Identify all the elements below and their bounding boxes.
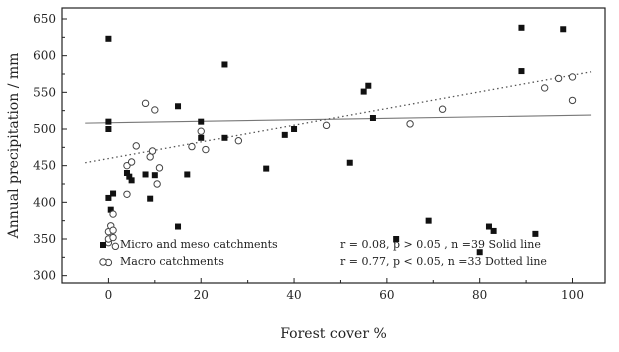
micro-meso-point (107, 206, 114, 213)
macro-point (109, 210, 117, 218)
trend-lines (85, 71, 592, 164)
macro-point (109, 226, 117, 234)
legend-marker-square (100, 242, 106, 248)
micro-meso-point (105, 126, 112, 132)
legend-series-name: Micro and meso catchments (120, 238, 278, 251)
micro-meso-point (346, 159, 353, 166)
macro-point (406, 120, 414, 128)
macro-point (123, 190, 131, 198)
micro-meso-point (105, 35, 112, 42)
micro-meso-point (198, 134, 205, 141)
axes: 0 20 40 60 80 100 300 350 400 450 500 550 600 650 (33, 7, 606, 302)
y-tick-label: 350 (33, 232, 56, 246)
y-tick-label: 650 (33, 12, 56, 26)
macro-point (438, 105, 447, 113)
macro-point (155, 164, 164, 172)
micro-meso-point (360, 88, 367, 95)
macro-point (554, 74, 563, 83)
x-tick-label: 40 (286, 288, 301, 302)
trend-line-dotted (85, 71, 592, 164)
y-tick-label: 450 (33, 159, 56, 173)
micro-meso-point (425, 217, 432, 224)
y-tick-label: 600 (33, 49, 56, 63)
macro-point (141, 99, 150, 108)
macro-point (202, 145, 210, 154)
macro-point (568, 73, 577, 81)
micro-meso-point (184, 171, 191, 178)
micro-meso-point (128, 177, 135, 184)
micro-meso-point (518, 68, 525, 75)
micro-meso-point (126, 173, 133, 180)
micro-meso-point (476, 249, 483, 256)
micro-meso-point (142, 171, 149, 178)
micro-meso-point (365, 82, 372, 89)
micro-meso-point (105, 118, 112, 125)
trend-line-solid (85, 114, 592, 124)
micro-meso-point (198, 118, 205, 125)
x-tick-label: 80 (472, 288, 487, 302)
macro-point (109, 233, 117, 242)
micro-meso-point (151, 172, 158, 179)
micro-meso-point (393, 236, 400, 242)
macro-point (568, 96, 577, 105)
micro-meso-point (490, 227, 497, 234)
macro-point (132, 142, 140, 150)
micro-meso-point (123, 170, 130, 176)
macro-point (322, 121, 331, 130)
micro-meso-point (485, 223, 492, 230)
y-tick-label: 500 (33, 122, 56, 136)
macro-point (148, 147, 157, 155)
data-points (104, 24, 577, 267)
micro-meso-point (518, 24, 525, 31)
micro-meso-point (281, 131, 288, 138)
x-tick-label: 0 (105, 288, 113, 302)
y-axis-title: Annual precipitation / mm (6, 53, 22, 240)
micro-meso-point (221, 61, 228, 68)
micro-meso-point (110, 190, 117, 197)
micro-meso-point (291, 126, 298, 132)
macro-point (111, 242, 120, 251)
micro-meso-point (105, 194, 112, 201)
macro-point (151, 106, 159, 114)
macro-point (153, 180, 161, 188)
micro-meso-point (175, 223, 182, 230)
micro-meso-point (263, 165, 270, 172)
y-tick-label: 400 (33, 195, 56, 209)
x-tick-label: 60 (379, 288, 394, 302)
micro-meso-point (175, 103, 182, 110)
macro-point (540, 84, 549, 92)
micro-meso-point (221, 134, 228, 141)
macro-point (197, 127, 205, 135)
macro-point (127, 158, 136, 166)
micro-meso-point (147, 195, 154, 202)
x-tick-label: 20 (194, 288, 209, 302)
legend-series-stats: r = 0.08, p > 0.05 , n =39 Solid line (340, 238, 541, 251)
micro-meso-point (560, 26, 567, 33)
legend-marker-circle (99, 258, 107, 266)
x-tick-label: 100 (561, 288, 584, 302)
macro-point (188, 142, 196, 151)
legend: Micro and meso catchments r = 0.08, p > 0… (99, 238, 547, 268)
y-tick-label: 300 (33, 269, 56, 283)
plot-frame (61, 7, 606, 284)
macro-point (234, 137, 243, 145)
y-tick-label: 550 (33, 85, 56, 99)
legend-series-name: Macro catchments (120, 255, 224, 268)
x-axis-title: Forest cover % (280, 326, 387, 342)
legend-series-stats: r = 0.77, p < 0.05, n =33 Dotted line (340, 255, 547, 268)
micro-meso-point (532, 230, 539, 237)
micro-meso-point (369, 115, 376, 121)
